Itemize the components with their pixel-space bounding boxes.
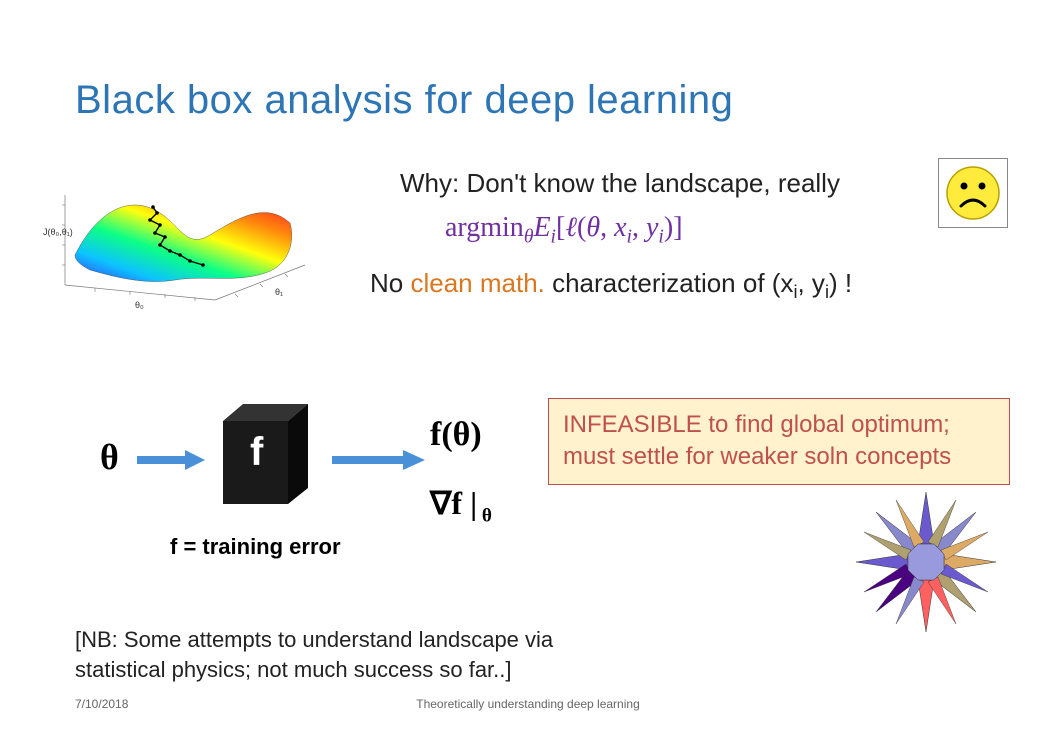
star-polyhedron-icon xyxy=(851,487,1001,637)
z-axis-label: J(θ₀,θ₁) xyxy=(43,227,73,237)
theta-input: θ xyxy=(100,436,119,478)
argmin-formula: argminθEi[ℓ(θ, xi, yi)] xyxy=(445,212,683,249)
nc-mid: clean math. xyxy=(410,268,544,298)
no-clean-math-text: No clean math. characterization of (xi, … xyxy=(370,268,852,303)
slide-title: Black box analysis for deep learning xyxy=(75,78,733,123)
gradient-output: ∇f | θ xyxy=(430,484,492,527)
f-theta-output: f(θ) xyxy=(430,416,482,454)
c2: , xyxy=(632,212,646,243)
rbr: ] xyxy=(673,212,682,243)
ell: ℓ xyxy=(565,212,577,243)
nc-post: characterization of (x xyxy=(545,268,794,298)
arrow-out-icon xyxy=(330,446,425,474)
argmin: argmin xyxy=(445,212,524,243)
nc-comma: , y xyxy=(797,268,824,298)
y: y xyxy=(646,212,658,243)
arrow-in-icon xyxy=(135,446,205,474)
lp: ( xyxy=(577,212,586,243)
grad-symbol: ∇f | xyxy=(430,485,477,521)
cube-f-label: f xyxy=(250,430,263,475)
grad-theta-sub: θ xyxy=(477,505,492,526)
x: x xyxy=(614,212,626,243)
lbr: [ xyxy=(556,212,565,243)
callout-line2: must settle for weaker soln concepts xyxy=(563,441,995,473)
nb-line1: [NB: Some attempts to understand landsca… xyxy=(75,625,553,655)
why-text: Why: Don't know the landscape, really xyxy=(400,168,840,199)
rp: ) xyxy=(664,212,673,243)
footer-title: Theoretically understanding deep learnin… xyxy=(416,697,639,711)
y-axis-label: θ₀ xyxy=(135,300,144,310)
c1: , xyxy=(600,212,614,243)
nb-note: [NB: Some attempts to understand landsca… xyxy=(75,625,553,684)
theta-sub: θ xyxy=(524,227,534,248)
theta2: θ xyxy=(586,212,600,243)
nc-pre: No xyxy=(370,268,410,298)
footer-date: 7/10/2018 xyxy=(75,697,128,711)
loss-landscape-plot: J(θ₀,θ₁) θ₀ θ₁ xyxy=(35,155,315,310)
nc-end: ) ! xyxy=(829,268,852,298)
blackbox-diagram: θ f f(θ) ∇f | θ f = training error xyxy=(100,408,540,588)
infeasible-callout: INFEASIBLE to find global optimum; must … xyxy=(548,398,1010,485)
slide-root: Black box analysis for deep learning xyxy=(0,0,1056,739)
x-axis-label: θ₁ xyxy=(275,287,283,297)
callout-line1: INFEASIBLE to find global optimum; xyxy=(563,409,995,441)
nb-line2: statistical physics; not much success so… xyxy=(75,655,553,685)
frown-icon xyxy=(938,158,1008,228)
E: E xyxy=(533,212,550,243)
f-training-error-label: f = training error xyxy=(170,534,341,560)
